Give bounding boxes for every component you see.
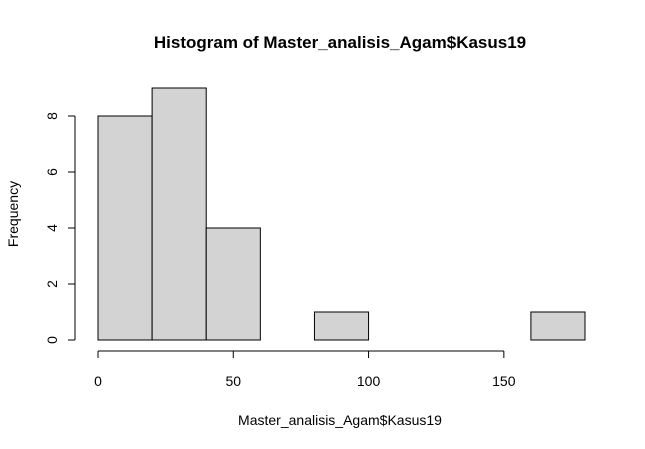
y-axis-label: Frequency <box>5 181 21 247</box>
x-tick-label: 150 <box>492 373 516 389</box>
histogram-bar <box>530 311 586 341</box>
x-tick-label: 0 <box>94 373 102 389</box>
bars-group <box>97 87 586 341</box>
x-axis-label: Master_analisis_Agam$Kasus19 <box>238 412 442 428</box>
histogram-bar <box>205 227 261 341</box>
histogram-bar <box>313 311 370 341</box>
y-tick-label: 6 <box>44 168 60 176</box>
chart-title: Histogram of Master_analisis_Agam$Kasus1… <box>154 33 526 52</box>
y-tick-label: 2 <box>44 280 60 288</box>
y-tick-label: 0 <box>44 336 60 344</box>
x-tick-label: 100 <box>357 373 381 389</box>
histogram-bar <box>151 87 207 341</box>
histogram-bar <box>97 115 153 341</box>
y-axis: 0 2 4 6 8 <box>44 112 76 344</box>
y-tick-label: 8 <box>44 112 60 120</box>
x-tick-label: 50 <box>225 373 241 389</box>
y-tick-label: 4 <box>44 224 60 232</box>
x-axis: 0 50 100 150 <box>94 350 516 389</box>
